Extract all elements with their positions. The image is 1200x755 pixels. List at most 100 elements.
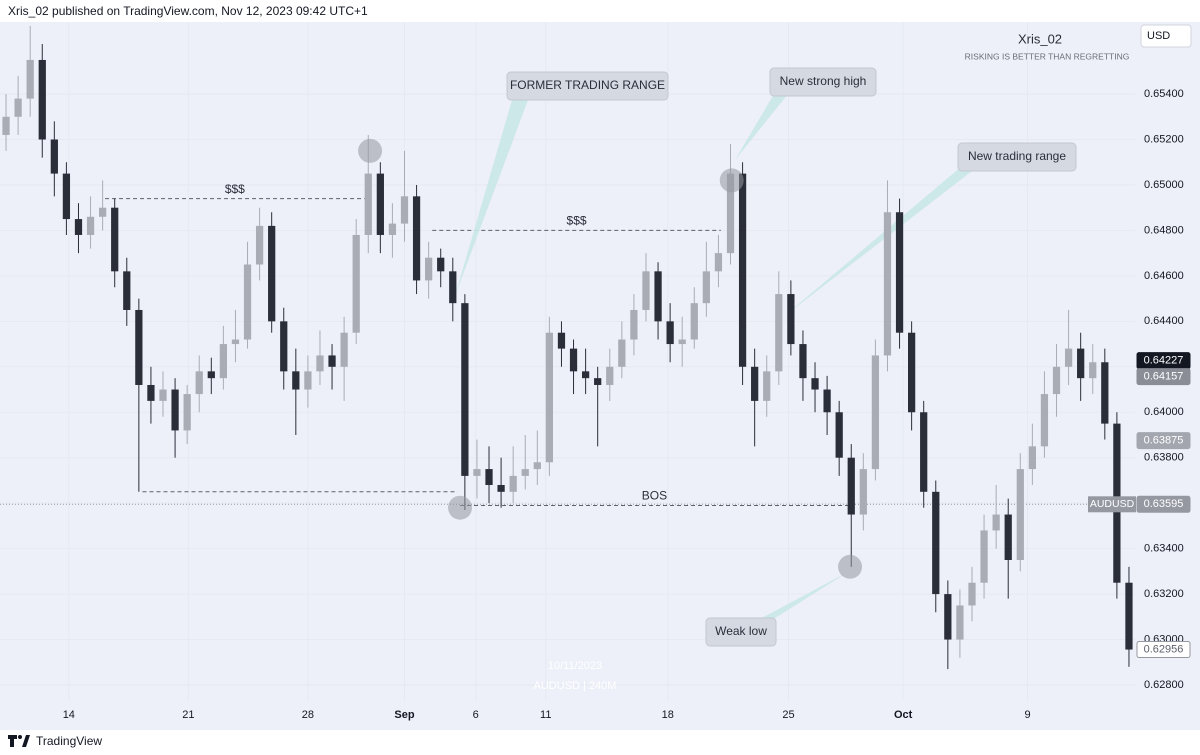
- level-label: $$$: [567, 214, 587, 228]
- y-tick-label: 0.63200: [1144, 588, 1184, 600]
- candle-body: [594, 378, 602, 385]
- candle-body: [2, 116, 10, 135]
- x-tick-label: 11: [540, 709, 551, 721]
- symbol-tag: [1088, 496, 1136, 513]
- candle-body: [280, 321, 288, 372]
- footer-brand: TradingView: [36, 734, 102, 748]
- candle-body: [1064, 348, 1073, 367]
- footer: TradingView: [8, 734, 102, 748]
- candle-body: [340, 332, 348, 367]
- candle-body: [883, 212, 892, 356]
- candle-body: [581, 371, 590, 379]
- y-tick-label: 0.63400: [1144, 543, 1184, 555]
- pointer: [782, 166, 972, 318]
- x-tick-label: 6: [473, 709, 479, 721]
- candle-body: [123, 271, 131, 310]
- x-tick-label: Sep: [394, 709, 414, 721]
- price-labels: 0.64227 0.64157 0.63875 AUDUSD 0.63595 0.6295…: [1088, 352, 1191, 659]
- candle-body: [304, 371, 312, 390]
- candle-body: [38, 59, 46, 140]
- marker: [358, 138, 383, 163]
- price-tag-label: 0.63595: [1144, 498, 1184, 510]
- watermark: 10/11/2023 AUDUSD | 240M: [534, 660, 617, 692]
- candle-body: [159, 389, 167, 401]
- candle-body: [412, 196, 421, 281]
- logo-shape: [22, 735, 30, 747]
- x-tick-label: 28: [302, 709, 314, 721]
- level-label: BOS: [642, 489, 667, 503]
- pointers: [455, 94, 972, 620]
- logo-shape: [18, 735, 22, 739]
- candle-body: [799, 344, 807, 379]
- x-tick-label: 9: [1024, 709, 1030, 721]
- candle-body: [751, 366, 759, 401]
- currency[interactable]: USD: [1147, 30, 1170, 42]
- candle-body: [678, 339, 686, 345]
- author: Xris_02: [1018, 31, 1062, 46]
- x-tick-label: 18: [662, 709, 674, 721]
- candle-body: [328, 355, 336, 367]
- callout-box: [957, 142, 1077, 172]
- candle-body: [195, 371, 203, 395]
- candle-body: [231, 339, 240, 345]
- candle-body: [388, 223, 397, 235]
- candle-body: [775, 294, 783, 372]
- candle-body: [292, 371, 300, 390]
- candle-body: [425, 257, 433, 281]
- price-tag: [1136, 641, 1191, 659]
- candle-body: [1052, 366, 1061, 395]
- candle-body: [400, 196, 409, 224]
- candle-body: [618, 339, 626, 367]
- candle-body: [219, 344, 227, 379]
- candle-body: [207, 371, 215, 379]
- candle-body: [449, 271, 457, 304]
- candle-body: [944, 594, 952, 640]
- symbol-tag-label: AUDUSD: [1090, 498, 1135, 510]
- candle-body: [557, 332, 566, 349]
- candle-body: [111, 207, 119, 272]
- y-tick-label: 0.64600: [1144, 270, 1184, 282]
- price-tag: [1136, 368, 1191, 386]
- candle-body: [62, 173, 71, 220]
- candle-body: [74, 219, 83, 235]
- y-tick-label: 0.65000: [1144, 179, 1184, 191]
- logo-shape: [8, 735, 17, 747]
- candle-body: [726, 173, 735, 254]
- y-tick-label: 0.65400: [1144, 88, 1184, 100]
- y-tick-label: 0.64000: [1144, 406, 1184, 418]
- candle-body: [1101, 362, 1109, 424]
- candle-body: [437, 257, 445, 272]
- watermark-symbol: AUDUSD | 240M: [534, 680, 617, 692]
- x-tick-label: 21: [182, 709, 194, 721]
- candle-body: [968, 582, 976, 606]
- price-tag-label: 0.63875: [1144, 435, 1184, 447]
- candle-body: [787, 294, 795, 345]
- candle-body: [630, 309, 638, 340]
- price-tag: [1136, 495, 1191, 513]
- candle-body: [606, 366, 614, 385]
- logo: [8, 735, 30, 747]
- candle-body: [1089, 362, 1097, 379]
- callout-text: New strong high: [780, 74, 867, 88]
- motto: RISKING IS BETTER THAN REGRETTING: [965, 51, 1130, 61]
- currency-button[interactable]: [1140, 24, 1192, 48]
- candle-body: [183, 394, 191, 431]
- candle-body: [99, 207, 107, 217]
- level-label: $$$: [225, 182, 245, 196]
- candle-body: [533, 462, 541, 470]
- candle-body: [1040, 394, 1049, 447]
- candle-body: [26, 59, 34, 99]
- callout-text: Weak low: [715, 624, 767, 638]
- candle-body: [86, 216, 95, 235]
- candles: [2, 25, 1133, 670]
- candle-body: [895, 212, 904, 333]
- candle-body: [485, 469, 493, 485]
- watermark-date: 10/11/2023: [548, 660, 602, 672]
- candle-body: [243, 264, 252, 340]
- candle-body: [171, 389, 179, 431]
- candle-body: [871, 355, 880, 470]
- candle-body: [1028, 446, 1036, 470]
- header: Xris_02 published on TradingView.com, No…: [8, 4, 368, 18]
- candle-body: [1004, 514, 1012, 560]
- candle-body: [835, 412, 843, 458]
